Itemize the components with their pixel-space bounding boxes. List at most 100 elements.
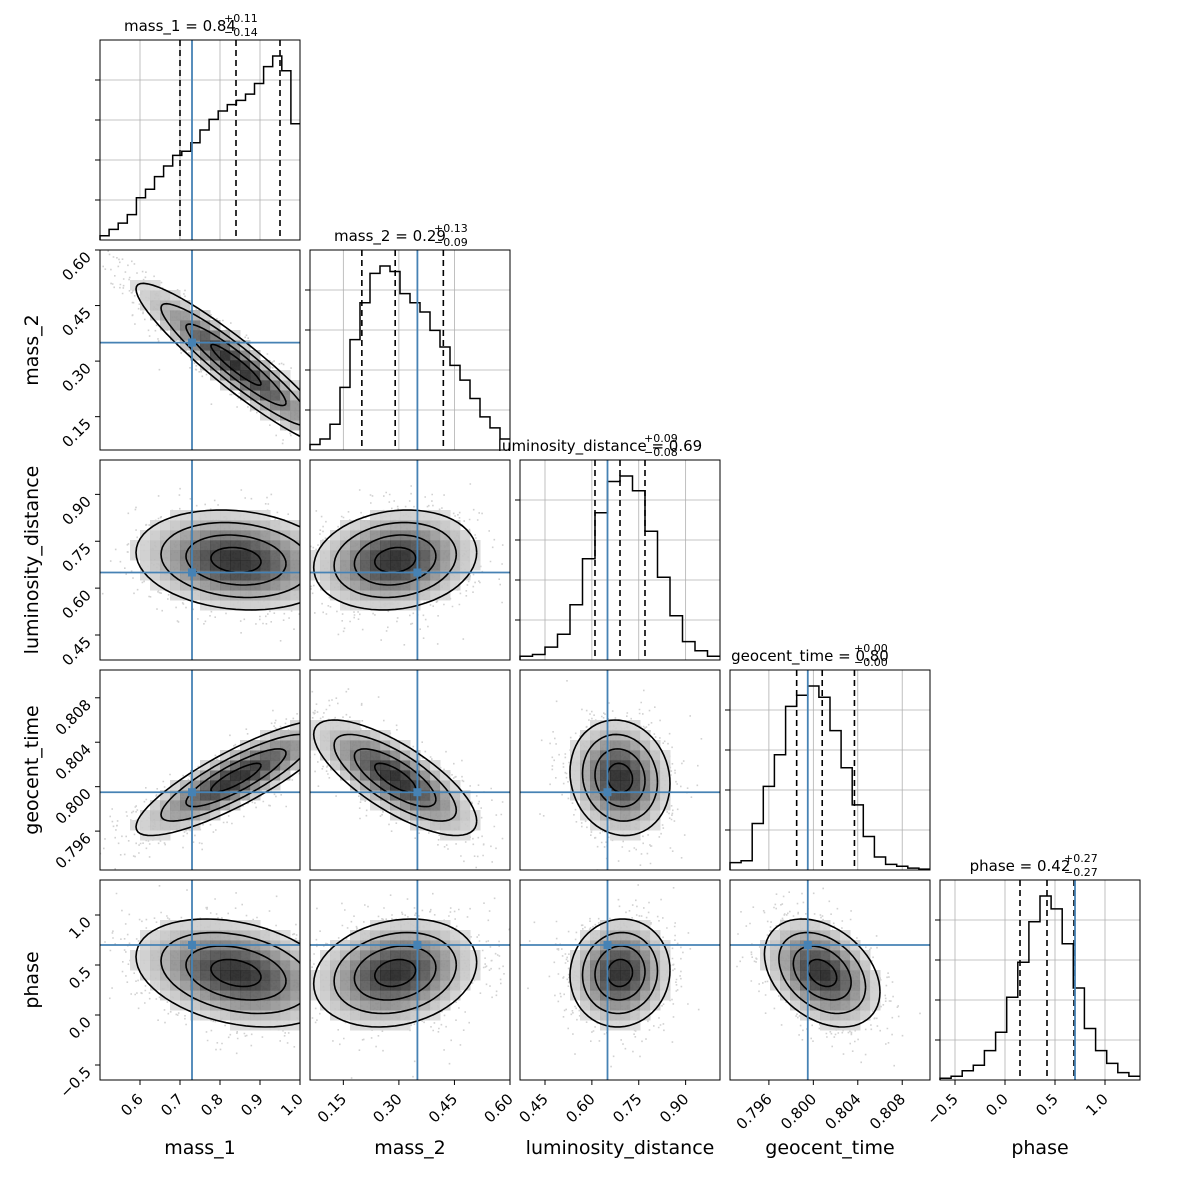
- truth-marker: [413, 788, 422, 797]
- x-tick-label: 0.804: [822, 1090, 865, 1133]
- contour-lines: [312, 509, 478, 611]
- panel-geocent_time-vs-luminosity_distance: [519, 669, 721, 871]
- contour-2: [312, 918, 478, 1028]
- x-tick-label: 1.0: [277, 1090, 307, 1120]
- density-blocks: [130, 720, 300, 841]
- panel-mass_2-vs-mass_1: [99, 249, 301, 451]
- y-tick-label: 0.45: [58, 304, 94, 340]
- contour-lines: [135, 918, 300, 1028]
- x-tick-label: 0.30: [369, 1090, 405, 1126]
- x-tick-label: 0.45: [425, 1090, 461, 1126]
- y-axis-label-mass_2: mass_2: [21, 314, 43, 386]
- contour-1: [353, 534, 437, 586]
- x-tick-label: 0.7: [157, 1090, 187, 1120]
- x-tick-label: 0.808: [866, 1090, 909, 1133]
- contour-2: [569, 918, 671, 1028]
- density-blocks: [760, 920, 881, 1031]
- histogram-phase: phase = 0.42+0.27−0.27: [935, 852, 1141, 1081]
- y-tick-label: −0.5: [56, 1063, 94, 1101]
- x-axis-mass_2: 0.15 0.30 0.45 0.60 mass_2: [314, 1080, 517, 1159]
- histogram-geocent_time: geocent_time = 0.80+0.00−0.00: [725, 642, 931, 871]
- title-plus: +0.13: [434, 222, 468, 235]
- y-tick-label: 1.0: [65, 913, 95, 943]
- x-tick-label: 0.60: [562, 1090, 598, 1126]
- x-axis-phase: −0.5 0.0 0.5 1.0 phase: [923, 1080, 1112, 1159]
- panel-frame: [939, 879, 1141, 1081]
- histogram-step: [309, 265, 510, 450]
- contour-2: [135, 722, 300, 837]
- panel-frame: [729, 879, 931, 1081]
- panel-phase-vs-mass_1: [99, 879, 301, 1081]
- x-tick-label: 0.45: [515, 1090, 551, 1126]
- y-tick-label: 0.30: [58, 359, 94, 395]
- contour-0.5: [210, 762, 262, 793]
- histogram-luminosity_distance: luminosity_distance = 0.69+0.09−0.08: [498, 432, 721, 661]
- panel-frame: [519, 459, 721, 661]
- panel-frame: [99, 459, 301, 661]
- contour-0.5: [373, 546, 417, 574]
- contour-lines: [135, 722, 300, 837]
- x-axis-luminosity_distance: 0.45 0.60 0.75 0.90 luminosity_distance: [515, 1080, 714, 1159]
- truth-marker: [803, 941, 812, 949]
- x-tick-label: 0.6: [117, 1090, 147, 1120]
- title-phase: phase = 0.42: [970, 857, 1071, 875]
- contour-lines: [135, 282, 300, 438]
- x-tick-label: 1.0: [1082, 1090, 1112, 1120]
- histogram-mass_1: mass_1 = 0.84+0.11−0.14: [95, 12, 301, 241]
- x-axis-label-phase: phase: [1011, 1137, 1068, 1159]
- panel-phase-vs-geocent_time: [729, 879, 931, 1081]
- contour-lines: [135, 509, 300, 611]
- contour-1.5: [581, 931, 659, 1015]
- y-tick-label: 0.0: [65, 1013, 95, 1043]
- x-tick-label: 0.90: [656, 1090, 692, 1126]
- contour-1: [185, 748, 287, 808]
- contour-1: [594, 945, 646, 1001]
- histogram-mass_2: mass_2 = 0.29+0.13−0.09: [305, 222, 511, 451]
- histogram-step: [939, 895, 1140, 1080]
- truth-marker: [188, 788, 196, 797]
- title-minus: −0.09: [434, 236, 468, 249]
- title-minus: −0.14: [224, 26, 258, 39]
- panel-frame: [309, 249, 511, 451]
- density-blocks: [310, 720, 481, 841]
- contour-1: [185, 534, 287, 586]
- y-tick-label: 0.90: [58, 492, 94, 528]
- contour-1.5: [160, 521, 300, 599]
- x-tick-label: 0.5: [1032, 1090, 1062, 1120]
- grid-lines: [100, 40, 300, 240]
- histogram-step: [99, 55, 300, 240]
- contour-1: [185, 945, 287, 1001]
- panel-frame: [99, 669, 301, 871]
- contour-2: [135, 509, 300, 611]
- density-blocks: [130, 920, 300, 1031]
- x-axis-label-geocent_time: geocent_time: [765, 1137, 894, 1159]
- title-minus: −0.08: [644, 446, 678, 459]
- truth-marker: [188, 941, 196, 949]
- grid-lines: [310, 250, 510, 450]
- y-axis-luminosity_distance: 0.45 0.60 0.75 0.90 luminosity_distance: [21, 466, 100, 669]
- contour-1: [594, 748, 646, 808]
- panel-geocent_time-vs-mass_1: [99, 669, 301, 871]
- contour-1.5: [160, 733, 300, 822]
- truth-marker: [413, 568, 422, 577]
- x-axis-label-mass_2: mass_2: [374, 1137, 446, 1159]
- y-tick-label: 0.45: [58, 633, 94, 669]
- truth-marker: [603, 941, 612, 949]
- y-axis-label-phase: phase: [21, 951, 43, 1008]
- contour-2: [135, 282, 300, 438]
- title-minus: −0.00: [854, 656, 888, 669]
- panel-luminosity_distance-vs-mass_2: [309, 459, 511, 661]
- contour-lines: [569, 719, 671, 837]
- x-tick-label: 0.15: [314, 1090, 350, 1126]
- panel-frame: [519, 879, 721, 1081]
- panel-frame: [309, 669, 511, 871]
- x-axis-geocent_time: 0.796 0.800 0.804 0.808 geocent_time: [733, 1080, 909, 1159]
- truth-marker: [188, 568, 196, 577]
- y-tick-label: 0.60: [58, 586, 94, 622]
- y-tick-label: 0.5: [65, 963, 95, 993]
- x-tick-label: −0.5: [923, 1090, 961, 1128]
- panel-frame: [99, 39, 301, 241]
- y-tick-label: 0.808: [52, 696, 95, 739]
